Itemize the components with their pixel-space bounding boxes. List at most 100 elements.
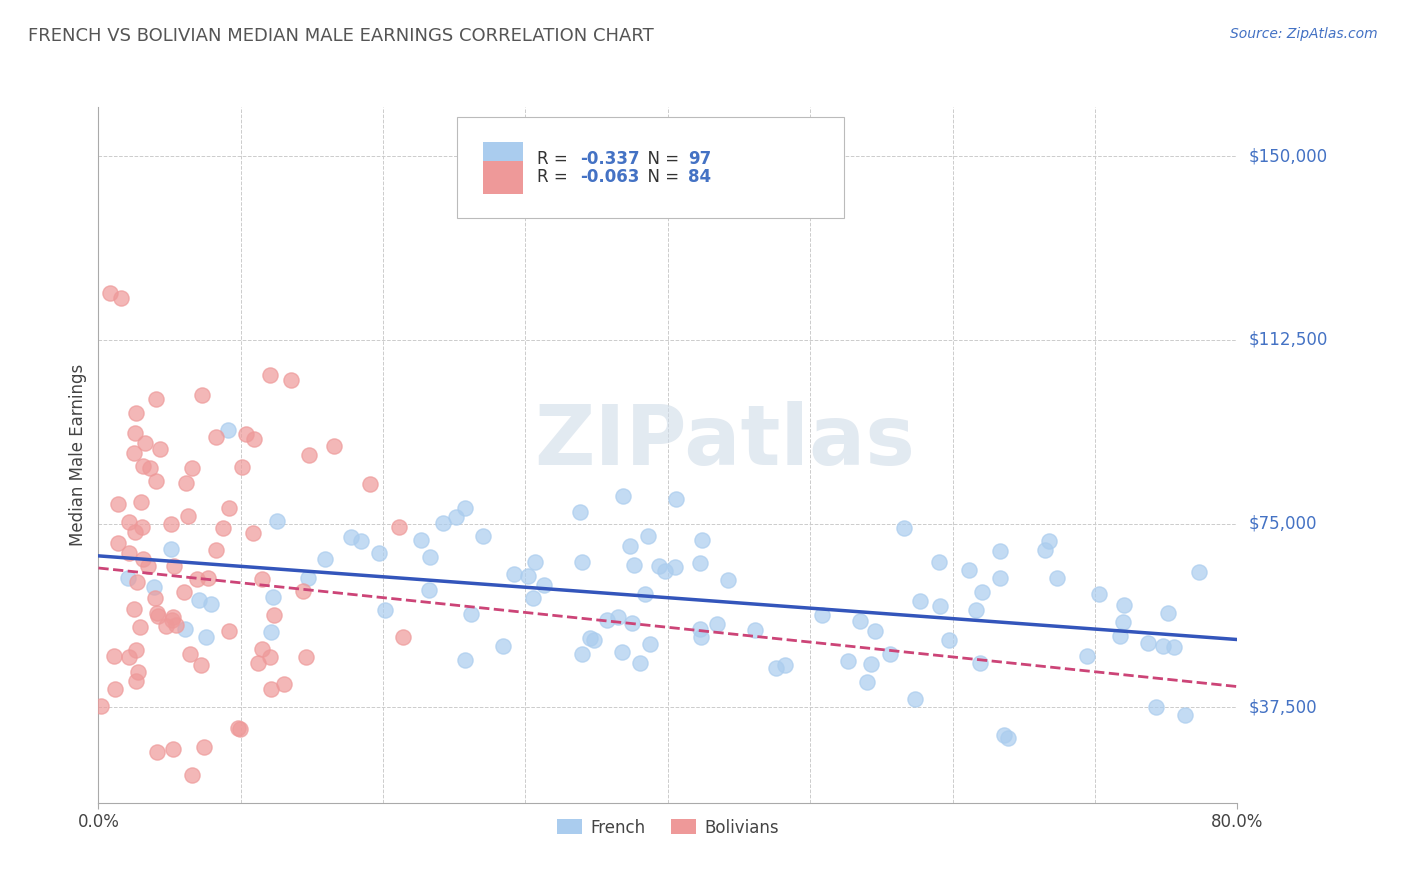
Point xyxy=(124,425,146,440)
Point xyxy=(1112,598,1135,612)
Point xyxy=(411,533,433,547)
Point xyxy=(165,618,187,632)
Text: $150,000: $150,000 xyxy=(1249,147,1327,165)
Point xyxy=(628,656,651,670)
Point xyxy=(297,448,319,462)
Y-axis label: Median Male Earnings: Median Male Earnings xyxy=(69,364,87,546)
Point xyxy=(1136,636,1159,650)
Point xyxy=(837,654,859,668)
Point xyxy=(188,593,211,607)
Point xyxy=(607,610,630,624)
Point xyxy=(143,806,166,821)
Point xyxy=(124,524,146,539)
Point xyxy=(194,630,217,644)
FancyBboxPatch shape xyxy=(484,161,523,194)
Point xyxy=(118,515,141,529)
Point xyxy=(174,623,197,637)
Point xyxy=(129,495,152,509)
Point xyxy=(125,406,148,420)
FancyBboxPatch shape xyxy=(457,118,845,219)
Point xyxy=(160,613,183,627)
Point xyxy=(350,534,373,549)
Point xyxy=(471,529,494,543)
Point xyxy=(619,539,641,553)
Point xyxy=(179,647,201,661)
Point xyxy=(323,439,346,453)
Point xyxy=(90,698,112,713)
Point xyxy=(231,460,253,475)
Text: ZIPatlas: ZIPatlas xyxy=(534,401,915,482)
Point xyxy=(266,515,288,529)
Point xyxy=(988,571,1011,585)
Point xyxy=(292,584,315,599)
Point xyxy=(929,599,952,613)
Point xyxy=(879,647,901,661)
Point xyxy=(218,624,240,638)
Text: 84: 84 xyxy=(689,169,711,186)
Text: -0.337: -0.337 xyxy=(581,150,640,168)
Point xyxy=(118,650,141,665)
Point xyxy=(665,491,688,506)
Point xyxy=(162,741,184,756)
Point xyxy=(568,505,591,519)
Point xyxy=(246,657,269,671)
Point xyxy=(1163,640,1185,655)
Point xyxy=(1109,629,1132,643)
Point xyxy=(1038,533,1060,548)
Point xyxy=(259,625,281,640)
Text: $37,500: $37,500 xyxy=(1249,698,1317,716)
Point xyxy=(132,552,155,566)
Point xyxy=(419,549,441,564)
Point xyxy=(959,563,981,577)
Point xyxy=(706,617,728,632)
Point xyxy=(117,571,139,585)
Point xyxy=(191,387,214,401)
Point xyxy=(855,675,877,690)
Point xyxy=(143,591,166,606)
Point xyxy=(811,608,834,623)
Point xyxy=(368,546,391,560)
Point xyxy=(773,657,796,672)
Point xyxy=(190,657,212,672)
Point xyxy=(217,423,239,437)
Point xyxy=(1188,565,1211,579)
Point xyxy=(460,607,482,622)
Point xyxy=(969,656,991,670)
Point xyxy=(200,598,222,612)
Point xyxy=(314,552,336,566)
Point xyxy=(865,624,887,638)
Point xyxy=(893,520,915,534)
Point xyxy=(860,657,883,672)
Point xyxy=(110,291,132,305)
Point xyxy=(100,285,122,300)
Point xyxy=(160,541,183,556)
Point xyxy=(262,590,284,604)
Point xyxy=(997,731,1019,746)
Point xyxy=(432,516,454,530)
Point xyxy=(664,560,686,574)
Point xyxy=(1088,587,1111,601)
Point xyxy=(690,533,713,547)
Legend: French, Bolivians: French, Bolivians xyxy=(551,812,785,843)
Point xyxy=(103,649,125,664)
Point xyxy=(388,520,411,534)
Point xyxy=(391,630,413,644)
Point xyxy=(177,814,200,829)
Point xyxy=(125,642,148,657)
Point xyxy=(104,681,127,696)
Point xyxy=(928,555,950,569)
Point xyxy=(454,501,477,516)
Point xyxy=(143,580,166,594)
Point xyxy=(295,649,318,664)
Point xyxy=(965,602,987,616)
Point xyxy=(145,474,167,488)
Point xyxy=(162,610,184,624)
Point xyxy=(637,529,659,543)
Point xyxy=(1157,606,1180,620)
Point xyxy=(205,430,228,444)
Point xyxy=(197,571,219,585)
Point xyxy=(107,497,129,511)
Point xyxy=(242,432,264,446)
Point xyxy=(259,368,281,383)
Point xyxy=(186,572,208,586)
